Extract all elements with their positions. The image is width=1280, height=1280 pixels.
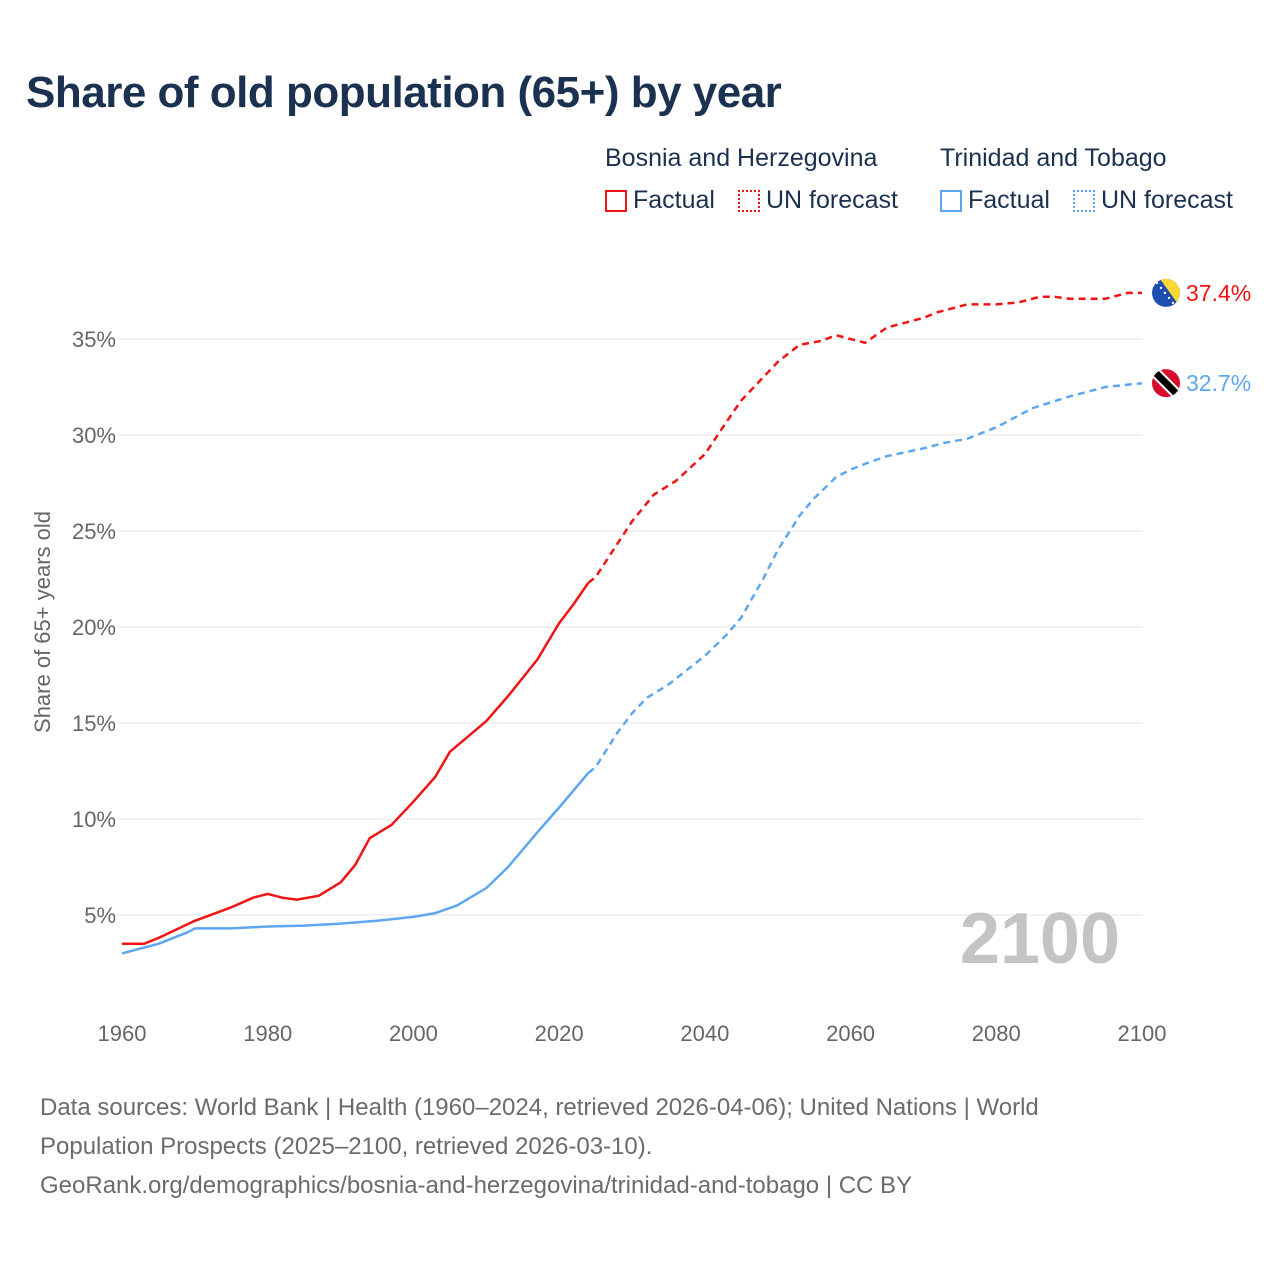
y-tick-label: 20% (72, 615, 116, 640)
flag-star (1155, 281, 1159, 285)
legend-label: Factual (633, 186, 715, 214)
legend-swatch-solid (605, 189, 627, 212)
series-line-factual (121, 772, 590, 955)
legend-trinidad-factual[interactable]: Factual (940, 186, 1050, 215)
legend-trinidad-forecast[interactable]: UN forecast (1073, 186, 1233, 215)
legend-bosnia-factual[interactable]: Factual (605, 186, 715, 215)
y-tick-label: 5% (84, 903, 116, 928)
legend-trinidad-heading: Trinidad and Tobago (940, 144, 1167, 172)
year-watermark: 2100 (960, 899, 1120, 979)
x-tick-label: 2000 (389, 1021, 438, 1046)
x-tick-label: 2020 (535, 1021, 584, 1046)
x-tick-label: 2040 (680, 1021, 729, 1046)
legend-label: UN forecast (1101, 186, 1233, 214)
source-link[interactable]: GeoRank.org/demographics/bosnia-and-herz… (40, 1172, 913, 1199)
legend-bosnia-heading: Bosnia and Herzegovina (605, 144, 878, 172)
chart-title: Share of old population (65+) by year (26, 68, 782, 117)
end-value-label: 37.4% (1186, 280, 1251, 306)
flag-black-band (1152, 369, 1180, 398)
y-tick-label: 25% (72, 519, 116, 544)
legend-swatch-dotted (1073, 189, 1095, 212)
legend-label: UN forecast (766, 186, 898, 214)
y-tick-label: 30% (72, 423, 116, 448)
bosnia-flag-icon (1152, 278, 1180, 307)
legend-swatch-solid (940, 189, 962, 212)
x-tick-label: 2080 (972, 1021, 1021, 1046)
legend-swatch-dotted (738, 189, 760, 212)
x-tick-label: 2060 (826, 1021, 875, 1046)
flag-star (1171, 301, 1175, 305)
flag-star (1159, 286, 1163, 290)
series-line-forecast (587, 381, 1143, 774)
y-axis-label: Share of 65+ years old (30, 511, 55, 733)
x-tick-label: 1980 (243, 1021, 292, 1046)
trinidad-flag-icon (1152, 369, 1180, 398)
x-tick-label: 1960 (98, 1021, 147, 1046)
legend-label: Factual (968, 186, 1050, 214)
flag-triangle (1160, 278, 1180, 307)
series-line-factual (122, 582, 590, 946)
flag-star (1167, 296, 1171, 300)
source-line: Population Prospects (2025–2100, retriev… (40, 1133, 653, 1160)
source-line: Data sources: World Bank | Health (1960–… (40, 1094, 1039, 1121)
y-tick-label: 10% (72, 807, 116, 832)
x-tick-label: 2100 (1118, 1021, 1167, 1046)
flag-body (1152, 369, 1180, 398)
legend-bosnia-forecast[interactable]: UN forecast (738, 186, 898, 215)
end-value-label: 32.7% (1186, 370, 1251, 396)
source-note: Data sources: World Bank | Health (1960–… (40, 1088, 1240, 1205)
flag-body (1152, 278, 1180, 307)
flag-star (1163, 291, 1167, 295)
series-line-forecast (587, 291, 1142, 584)
y-tick-label: 15% (72, 711, 116, 736)
y-tick-label: 35% (72, 327, 116, 352)
